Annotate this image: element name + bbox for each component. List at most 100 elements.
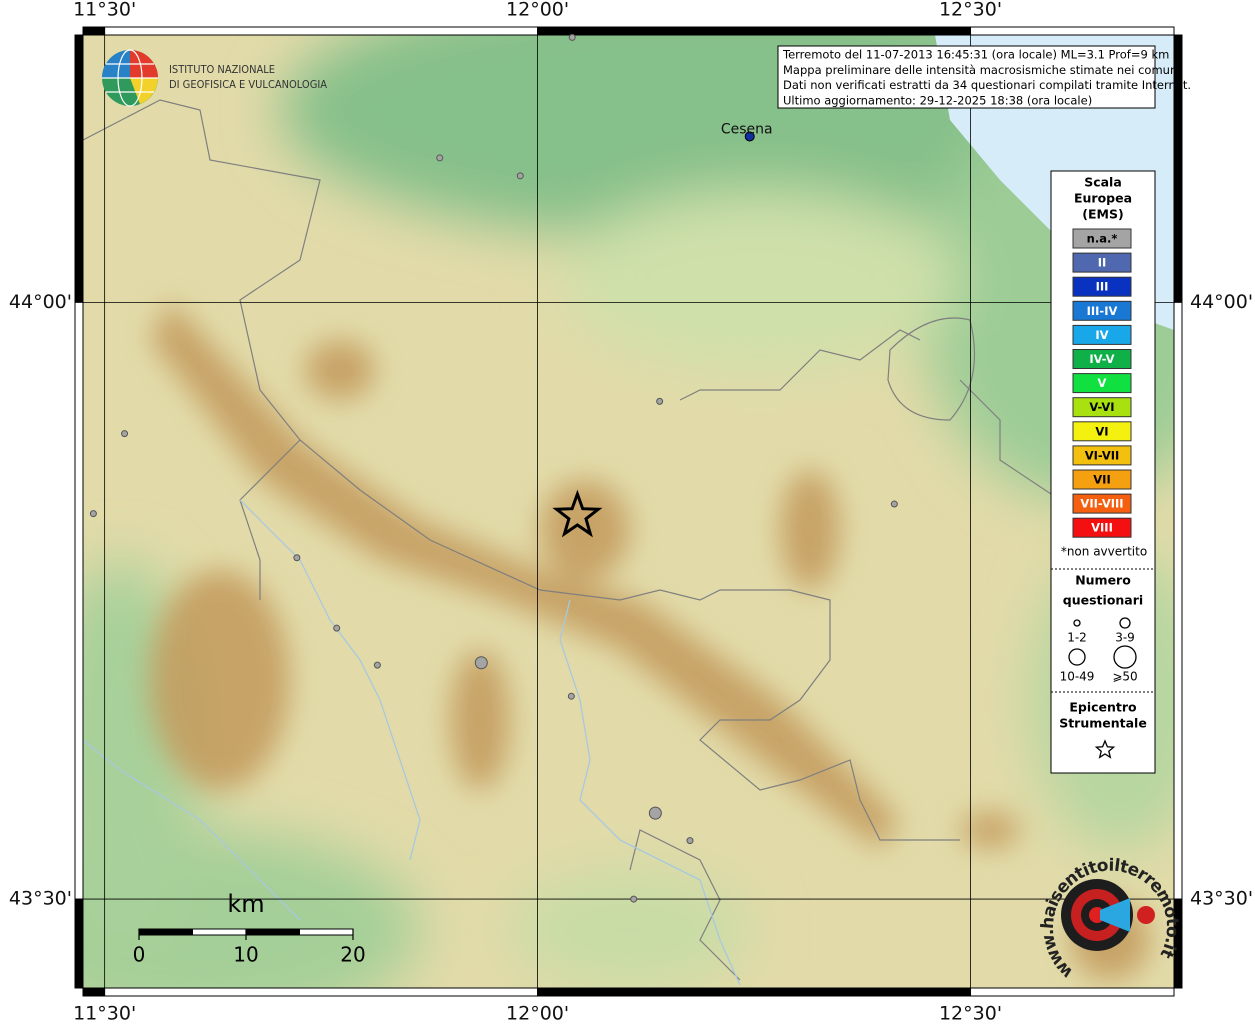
legend-label: VII bbox=[1093, 473, 1110, 487]
logo-text: DI GEOFISICA E VULCANOLOGIA bbox=[169, 78, 327, 91]
legend-swatch bbox=[1072, 493, 1132, 514]
x-tick-label: 12°30' bbox=[939, 1003, 1002, 1025]
town-point bbox=[890, 500, 898, 508]
frame-band bbox=[104, 26, 539, 36]
frame-band bbox=[537, 26, 972, 36]
scale-label: 20 bbox=[340, 943, 365, 967]
scale-segment bbox=[245, 928, 300, 936]
town-point bbox=[567, 692, 575, 700]
frame-band bbox=[74, 34, 84, 303]
frame-band bbox=[1173, 898, 1183, 989]
legend-label: VII-VIII bbox=[1080, 497, 1123, 511]
legend-swatch bbox=[1072, 445, 1132, 466]
legend-label: VI-VII bbox=[1085, 448, 1120, 462]
legend-title: Europea bbox=[1074, 191, 1132, 206]
graticule: 11°30' 11°30' 12°00' 12°00' 12°30' 12°30' 44°0… bbox=[9, 0, 1253, 1025]
x-tick-label: 12°30' bbox=[939, 0, 1002, 21]
logo-text: ISTITUTO NAZIONALE bbox=[169, 63, 275, 76]
city-point bbox=[744, 131, 755, 142]
legend-label: II bbox=[1098, 256, 1107, 270]
ingv-logo: ISTITUTO NAZIONALE DI GEOFISICA E VULCAN… bbox=[102, 49, 327, 107]
info-line: Ultimo aggiornamento: 29-12-2025 18:38 (… bbox=[783, 93, 1092, 107]
legend-swatch bbox=[1072, 517, 1132, 538]
frame-band bbox=[82, 26, 106, 36]
town-point bbox=[293, 554, 301, 562]
legend-title: Numero bbox=[1075, 573, 1131, 588]
legend-swatch bbox=[1072, 397, 1132, 418]
legend: ScalaEuropea(EMS)n.a.*IIIIIIII-IVIVIV-VV… bbox=[1050, 170, 1156, 774]
logo-segment bbox=[130, 78, 158, 104]
scale-label: 10 bbox=[233, 943, 258, 967]
town-point bbox=[121, 430, 129, 438]
legend-size-circle bbox=[1073, 619, 1081, 627]
frame-band bbox=[1173, 301, 1183, 900]
legend-label: IV bbox=[1095, 328, 1108, 342]
scale-segment bbox=[192, 928, 247, 936]
legend-size-label: 3-9 bbox=[1115, 631, 1135, 645]
legend-swatch bbox=[1072, 252, 1132, 273]
town-point bbox=[568, 33, 576, 41]
town-point bbox=[373, 661, 381, 669]
frame-band bbox=[104, 987, 539, 997]
y-tick-label: 44°00' bbox=[1190, 291, 1253, 313]
legend-star bbox=[1094, 739, 1116, 759]
legend-title: questionari bbox=[1063, 593, 1143, 608]
city-label: Cesena bbox=[721, 121, 773, 137]
legend-size-label: 1-2 bbox=[1067, 631, 1087, 645]
legend-label: VIII bbox=[1091, 521, 1113, 535]
x-tick-label: 12°00' bbox=[506, 0, 569, 21]
frame-band bbox=[537, 987, 972, 997]
x-tick-label: 12°00' bbox=[506, 1003, 569, 1025]
info-box: Terremoto del 11-07-2013 16:45:31 (ora l… bbox=[777, 45, 1191, 109]
info-line: Mappa preliminare delle intensità macros… bbox=[783, 63, 1180, 77]
scale-segment bbox=[299, 928, 354, 936]
legend-swatch bbox=[1072, 324, 1132, 345]
town-point bbox=[474, 656, 488, 670]
legend-title: Epicentro bbox=[1069, 700, 1137, 715]
scale-label: 0 bbox=[133, 943, 146, 967]
info-line: Dati non verificati estratti da 34 quest… bbox=[783, 78, 1191, 92]
info-line: Terremoto del 11-07-2013 16:45:31 (ora l… bbox=[782, 48, 1169, 62]
x-tick-label: 11°30' bbox=[73, 1003, 136, 1025]
town-point bbox=[333, 624, 341, 632]
epicenter bbox=[552, 489, 603, 538]
town-point bbox=[656, 397, 664, 405]
town-point bbox=[630, 895, 638, 903]
legend-swatch bbox=[1072, 373, 1132, 394]
legend-note: *non avvertito bbox=[1061, 545, 1147, 559]
town-point bbox=[686, 837, 694, 845]
legend-swatch bbox=[1072, 300, 1132, 321]
frame-band bbox=[970, 987, 1175, 997]
town-point bbox=[89, 510, 97, 518]
legend-size-circle bbox=[1119, 617, 1131, 629]
legend-title: Strumentale bbox=[1059, 716, 1147, 731]
legend-label: V-VI bbox=[1089, 400, 1114, 414]
legend-swatch bbox=[1072, 421, 1132, 442]
scale-unit: km bbox=[227, 890, 264, 918]
points: Cesena bbox=[89, 33, 898, 903]
frame-band bbox=[970, 26, 1175, 36]
legend-swatch bbox=[1072, 228, 1132, 249]
legend-swatch bbox=[1072, 349, 1132, 369]
frame-band bbox=[74, 898, 84, 989]
legend-label: VI bbox=[1095, 424, 1108, 438]
town-point bbox=[648, 806, 662, 820]
legend-label: n.a.* bbox=[1087, 232, 1118, 246]
frame-band bbox=[82, 987, 106, 997]
y-tick-label: 43°30' bbox=[1190, 888, 1253, 910]
legend-swatch bbox=[1072, 276, 1132, 297]
legend-label: III-IV bbox=[1087, 304, 1118, 318]
info-box-bg bbox=[777, 45, 1156, 109]
legend-title: Scala bbox=[1084, 175, 1122, 190]
legend-size-label: 10-49 bbox=[1060, 670, 1095, 684]
legend-size-circle bbox=[1113, 645, 1137, 669]
y-tick-label: 43°30' bbox=[9, 888, 72, 910]
town-point bbox=[436, 154, 444, 162]
town-point bbox=[516, 172, 524, 180]
x-tick-label: 11°30' bbox=[73, 0, 136, 21]
legend-size-circle bbox=[1068, 648, 1086, 666]
legend-swatch bbox=[1072, 469, 1132, 490]
legend-size-label: ⩾50 bbox=[1112, 670, 1137, 684]
